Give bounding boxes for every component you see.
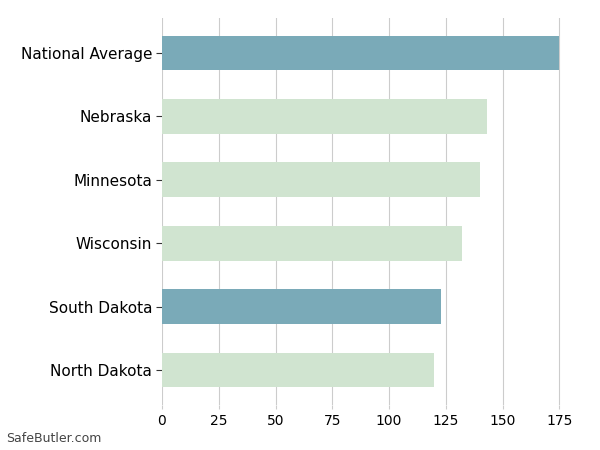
- Bar: [162, 36, 559, 71]
- Bar: [162, 352, 434, 387]
- Bar: [162, 226, 461, 261]
- Bar: [162, 162, 480, 197]
- Text: SafeButler.com: SafeButler.com: [6, 432, 101, 446]
- Bar: [162, 99, 487, 134]
- Bar: [162, 289, 441, 324]
